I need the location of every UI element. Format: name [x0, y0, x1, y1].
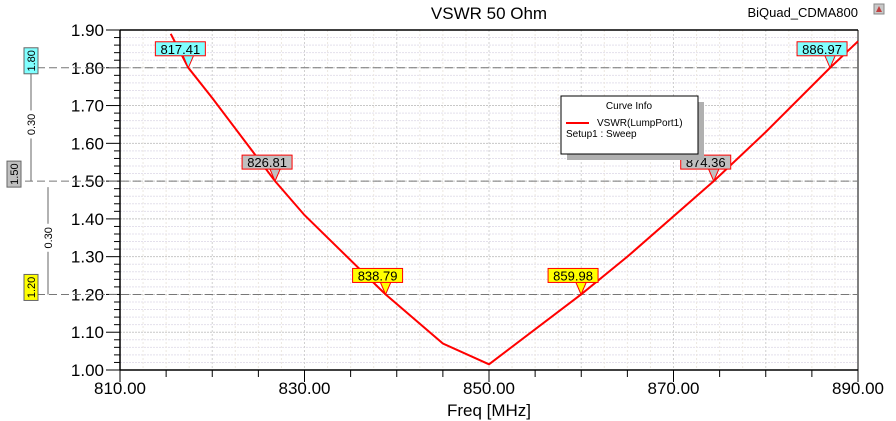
legend-title: Curve Info [606, 101, 653, 112]
y-marker-box [6, 160, 22, 188]
marker-label: 838.79 [358, 268, 398, 283]
marker-label-box [154, 41, 206, 57]
y-tick-label: 1.00 [71, 361, 104, 380]
y-marker-box [23, 273, 39, 301]
y-marker-label: 1.50 [9, 163, 21, 184]
delta-label: 0.30 [26, 114, 38, 135]
marker-label: 817.41 [160, 42, 200, 57]
legend-sub: Setup1 : Sweep [566, 129, 637, 140]
project-label: BiQuad_CDMA800 [747, 5, 858, 20]
y-tick-label: 1.60 [71, 134, 104, 153]
x-tick-label: 870.00 [648, 379, 700, 398]
x-tick-label: 890.00 [832, 379, 884, 398]
x-tick-label: 830.00 [279, 379, 331, 398]
y-tick-label: 1.70 [71, 97, 104, 116]
marker-label-box [352, 267, 404, 283]
delta-label: 0.30 [43, 227, 55, 248]
marker-label: 826.81 [247, 155, 287, 170]
legend-entry: VSWR(LumpPort1) [597, 118, 683, 129]
legend-box [560, 95, 699, 155]
marker-label: 886.97 [802, 42, 842, 57]
marker-label-box [547, 267, 599, 283]
marker-label-box [796, 41, 848, 57]
chart-title: VSWR 50 Ohm [431, 4, 547, 23]
delta-bg [25, 110, 37, 139]
x-tick-label: 810.00 [94, 379, 146, 398]
marker-label-box [241, 154, 293, 170]
y-marker-label: 1.20 [26, 277, 38, 298]
delta-bg [42, 223, 54, 252]
y-tick-label: 1.90 [71, 21, 104, 40]
series-line [169, 33, 859, 366]
y-tick-label: 1.40 [71, 210, 104, 229]
x-axis-label: Freq [MHz] [447, 401, 531, 420]
y-tick-label: 1.30 [71, 248, 104, 267]
marker-label: 859.98 [553, 268, 593, 283]
x-tick-label: 850.00 [463, 379, 515, 398]
project-icon [873, 3, 885, 15]
y-tick-label: 1.10 [71, 323, 104, 342]
y-marker-label: 1.80 [26, 50, 38, 71]
